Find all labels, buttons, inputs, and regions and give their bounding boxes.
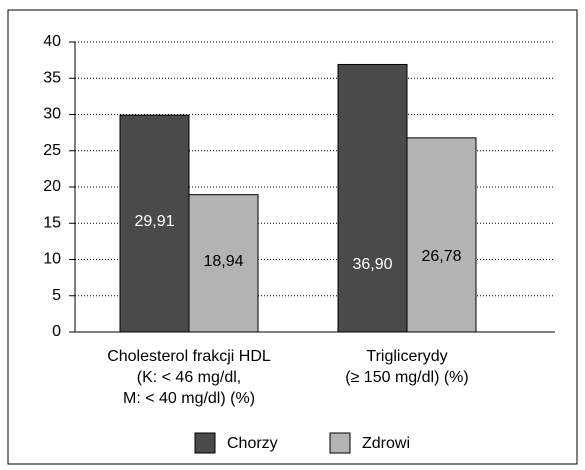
legend-swatch: [194, 432, 216, 454]
value-label: 18,94: [203, 253, 243, 270]
y-tick-label: 10: [43, 251, 61, 268]
x-tick-label: Cholesterol frakcji HDL (K: < 46 mg/dl, …: [107, 348, 271, 407]
frame: [7, 9, 578, 465]
y-tick-label: 15: [43, 214, 61, 231]
y-tick-label: 30: [43, 106, 61, 123]
value-label: 29,91: [134, 213, 174, 230]
bar: [337, 63, 408, 333]
bar: [188, 194, 259, 333]
y-tick-label: 20: [43, 178, 61, 195]
y-tick-label: 25: [43, 142, 61, 159]
y-tick-label: 5: [52, 287, 61, 304]
value-label: 26,78: [421, 248, 461, 265]
y-tick-label: 35: [43, 69, 61, 86]
y-tick-label: 40: [43, 33, 61, 50]
y-tick-label: 0: [52, 323, 61, 340]
value-label: 36,90: [352, 256, 392, 273]
legend-label: Chorzy: [227, 435, 278, 452]
bar: [406, 137, 477, 333]
legend-label: Zdrowi: [362, 435, 410, 452]
x-tick-label: Triglicerydy (≥ 150 mg/dl) (%): [345, 348, 469, 386]
legend-swatch: [329, 432, 351, 454]
